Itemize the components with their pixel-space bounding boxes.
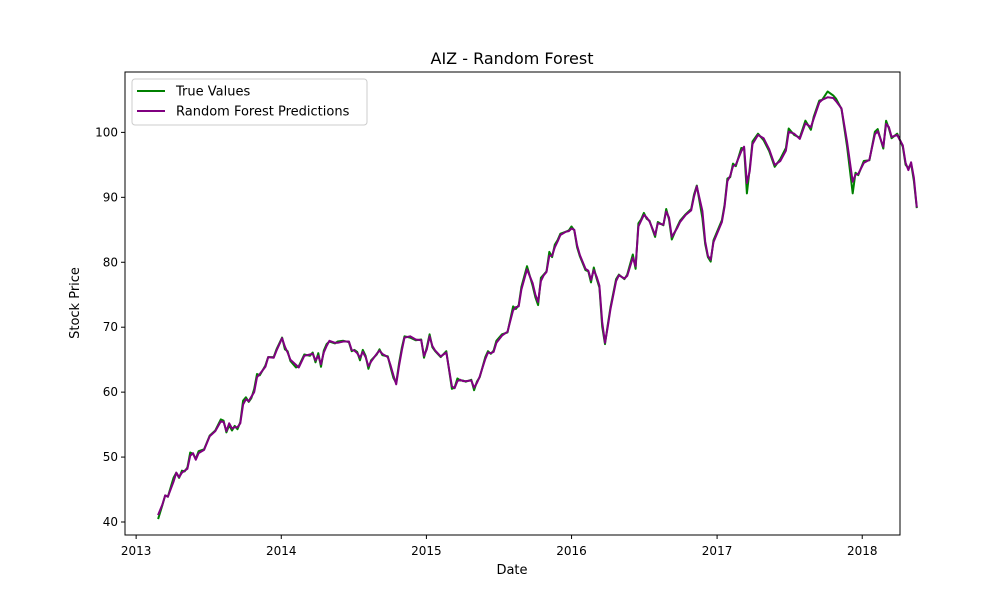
legend-label: Random Forest Predictions xyxy=(176,105,350,120)
legend-label: True Values xyxy=(175,85,250,100)
plot-area-frame xyxy=(124,71,901,536)
y-axis-label: Stock Price xyxy=(68,267,83,339)
y-tick-label: 40 xyxy=(103,515,118,529)
series-layer xyxy=(157,90,918,520)
x-tick-label: 2018 xyxy=(847,544,878,558)
chart-title: AIZ - Random Forest xyxy=(431,49,594,68)
x-tick-label: 2014 xyxy=(266,544,297,558)
x-axis-label: Date xyxy=(496,563,527,578)
x-tick-label: 2015 xyxy=(411,544,442,558)
legend: True Values Random Forest Predictions xyxy=(131,78,368,126)
y-axis-ticks: 40 50 60 70 80 90 100 xyxy=(95,125,125,529)
y-tick-label: 70 xyxy=(103,320,118,334)
y-tick-label: 80 xyxy=(103,255,118,269)
y-tick-label: 60 xyxy=(103,385,118,399)
y-tick-label: 90 xyxy=(103,190,118,204)
y-tick-label: 100 xyxy=(95,125,118,139)
x-tick-label: 2017 xyxy=(702,544,733,558)
legend-box xyxy=(131,78,368,126)
series-line-predictions xyxy=(157,96,918,516)
x-tick-label: 2016 xyxy=(556,544,587,558)
x-axis-ticks: 2013 2014 2015 2016 2017 2018 xyxy=(121,535,878,558)
x-tick-label: 2013 xyxy=(121,544,152,558)
y-tick-label: 50 xyxy=(103,450,118,464)
